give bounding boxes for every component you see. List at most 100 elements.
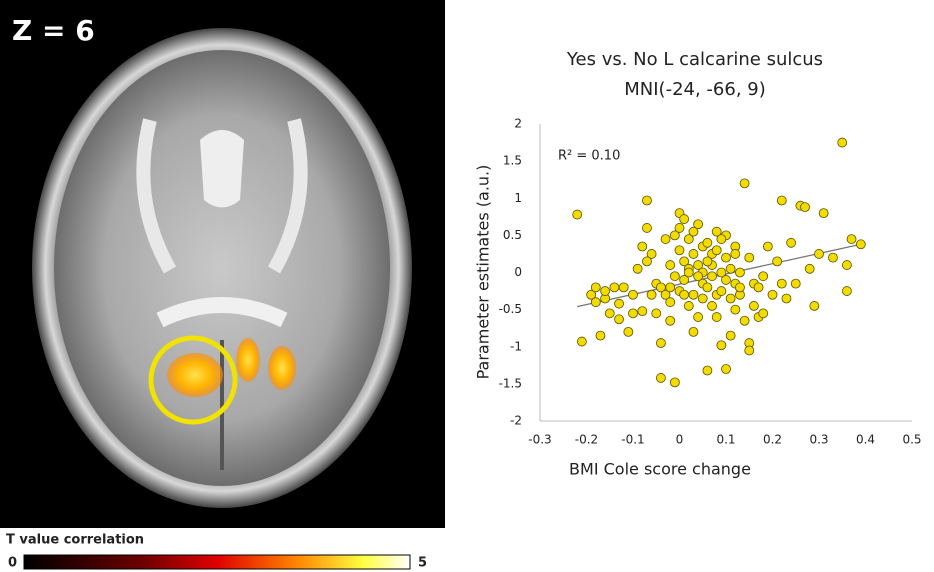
point xyxy=(615,299,624,308)
point xyxy=(842,261,851,270)
x-tick-label: 0.3 xyxy=(809,433,828,447)
point xyxy=(735,268,744,277)
point xyxy=(717,287,726,296)
point xyxy=(708,272,717,281)
point xyxy=(722,275,731,284)
chart-title: Yes vs. No L calcarine sulcus xyxy=(566,49,823,70)
annotation: R² = 0.10 xyxy=(558,149,620,164)
point xyxy=(838,138,847,147)
point xyxy=(703,257,712,266)
point xyxy=(605,309,614,318)
point xyxy=(717,341,726,350)
point xyxy=(666,283,675,292)
point xyxy=(689,249,698,258)
point xyxy=(791,279,800,288)
point xyxy=(684,301,693,310)
point xyxy=(735,283,744,292)
point xyxy=(712,246,721,255)
point xyxy=(726,331,735,340)
x-tick-label: 0 xyxy=(676,433,684,447)
point xyxy=(819,209,828,218)
point xyxy=(591,283,600,292)
scatter-plot: Yes vs. No L calcarine sulcus MNI(-24, -… xyxy=(474,49,922,479)
point xyxy=(642,196,651,205)
point xyxy=(698,294,707,303)
point xyxy=(731,249,740,258)
colorbar-title: T value correlation xyxy=(6,533,144,548)
activation-blob xyxy=(236,338,260,382)
point xyxy=(759,309,768,318)
point xyxy=(610,283,619,292)
activation-blob xyxy=(167,353,223,397)
point xyxy=(726,264,735,273)
figure: Z = 6 T value correlation 0 5 Yes vs. No… xyxy=(0,0,934,572)
point xyxy=(680,215,689,224)
point xyxy=(745,346,754,355)
point xyxy=(596,331,605,340)
point xyxy=(573,210,582,219)
point xyxy=(740,316,749,325)
point xyxy=(773,257,782,266)
x-tick-label: 0.4 xyxy=(856,433,875,447)
point xyxy=(684,268,693,277)
point xyxy=(754,283,763,292)
point xyxy=(745,253,754,262)
point xyxy=(638,242,647,251)
point xyxy=(708,301,717,310)
x-tick-label: -0.2 xyxy=(575,433,598,447)
point xyxy=(805,264,814,273)
point xyxy=(633,264,642,273)
point xyxy=(703,238,712,247)
point xyxy=(777,279,786,288)
point xyxy=(801,203,810,212)
point xyxy=(763,242,772,251)
brain-panel: Z = 6 T value correlation 0 5 xyxy=(0,0,445,571)
point xyxy=(726,294,735,303)
point xyxy=(731,305,740,314)
point xyxy=(666,261,675,270)
point xyxy=(675,223,684,232)
x-tick-label: -0.3 xyxy=(528,433,551,447)
point xyxy=(722,365,731,374)
point xyxy=(689,227,698,236)
ventricle xyxy=(200,130,244,208)
point xyxy=(661,235,670,244)
point xyxy=(680,290,689,299)
x-tick-label: 0.5 xyxy=(902,433,921,447)
point xyxy=(601,287,610,296)
point xyxy=(629,290,638,299)
x-tick-label: 0.1 xyxy=(716,433,735,447)
point xyxy=(629,309,638,318)
point xyxy=(717,235,726,244)
point xyxy=(768,290,777,299)
point xyxy=(703,283,712,292)
point xyxy=(815,249,824,258)
activation-blob xyxy=(268,346,296,390)
point xyxy=(759,272,768,281)
point xyxy=(782,294,791,303)
point xyxy=(656,373,665,382)
point xyxy=(591,298,600,307)
point xyxy=(638,307,647,316)
point xyxy=(712,313,721,322)
y-axis-label: Parameter estimates (a.u.) xyxy=(474,165,493,380)
point xyxy=(722,253,731,262)
point xyxy=(689,327,698,336)
point xyxy=(847,235,856,244)
point xyxy=(642,223,651,232)
point xyxy=(694,272,703,281)
point xyxy=(652,309,661,318)
y-tick-label: -2 xyxy=(510,414,522,428)
point xyxy=(615,315,624,324)
y-tick-label: 1.5 xyxy=(503,154,522,168)
y-tick-label: -1 xyxy=(510,339,522,353)
x-tick-label: -0.1 xyxy=(621,433,644,447)
point xyxy=(656,339,665,348)
point xyxy=(642,257,651,266)
colorbar-min: 0 xyxy=(8,556,17,571)
point xyxy=(856,240,865,249)
x-tick-label: 0.2 xyxy=(763,433,782,447)
point xyxy=(666,316,675,325)
point xyxy=(666,298,675,307)
point xyxy=(624,327,633,336)
